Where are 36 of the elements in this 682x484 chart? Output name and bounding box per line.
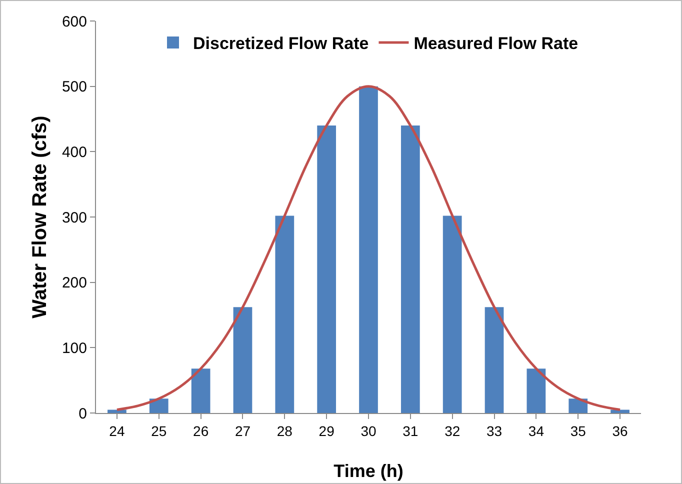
x-tick-label: 29 — [318, 422, 335, 439]
x-axis-title: Time (h) — [334, 461, 404, 481]
x-tick-label: 33 — [486, 422, 502, 439]
x-tick-label: 26 — [193, 422, 209, 439]
bar — [484, 307, 504, 413]
y-tick-label: 0 — [78, 405, 87, 422]
y-tick-label: 200 — [62, 274, 87, 292]
bar — [400, 126, 420, 413]
x-tick-label: 36 — [612, 422, 628, 439]
y-tick-label: 400 — [62, 144, 87, 161]
bar — [233, 307, 252, 413]
x-tick-label: 32 — [444, 422, 460, 439]
bar — [359, 86, 378, 413]
y-tick-label: 100 — [62, 340, 87, 357]
legend-label: Measured Flow Rate — [414, 34, 578, 54]
x-tick-label: 28 — [276, 422, 293, 439]
x-tick-label: 24 — [109, 422, 125, 439]
x-tick-label: 34 — [528, 422, 544, 439]
bar — [275, 216, 294, 413]
bar — [568, 398, 588, 413]
bar — [526, 368, 546, 413]
y-axis-title: Water Flow Rate (cfs) — [29, 116, 51, 318]
bar — [442, 216, 462, 413]
legend-label: Discretized Flow Rate — [193, 34, 369, 54]
y-tick-label: 300 — [62, 209, 87, 226]
bar — [317, 126, 336, 413]
x-tick-label: 35 — [570, 422, 586, 439]
x-tick-label: 30 — [360, 422, 376, 439]
y-tick-label: 600 — [62, 13, 87, 30]
line-series — [116, 85, 622, 411]
bar — [149, 398, 168, 413]
x-tick-label: 25 — [151, 422, 167, 439]
x-tick-label: 31 — [402, 422, 418, 439]
x-tick-label: 27 — [234, 422, 251, 439]
bar — [191, 368, 210, 413]
y-tick-label: 500 — [62, 78, 87, 96]
